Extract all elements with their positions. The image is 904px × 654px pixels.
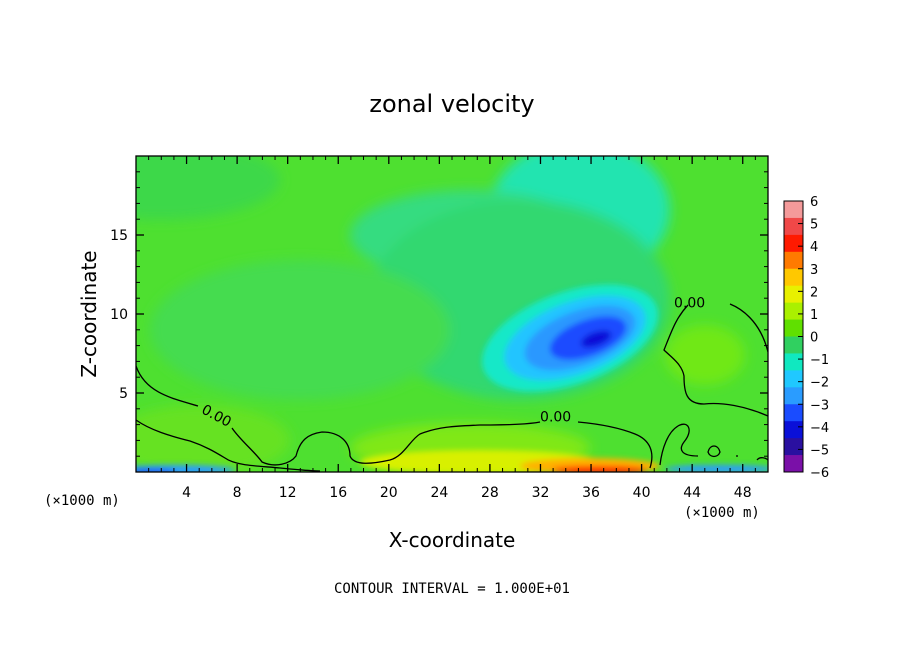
x-tick-label: 4 bbox=[182, 485, 191, 501]
x-axis-label: X-coordinate bbox=[389, 528, 516, 552]
x-tick-label: 16 bbox=[329, 485, 347, 501]
y-tick-label: 15 bbox=[110, 228, 128, 244]
chart-title: zonal velocity bbox=[369, 90, 534, 118]
colorbar-tick-label: −5 bbox=[810, 443, 829, 458]
contour-line bbox=[136, 365, 699, 469]
contour-interval-note: CONTOUR INTERVAL = 1.000E+01 bbox=[334, 581, 570, 597]
colorbar-swatch bbox=[784, 201, 803, 219]
velocity-field bbox=[136, 156, 768, 472]
colorbar-tick-label: 5 bbox=[810, 218, 818, 233]
colorbar-swatch bbox=[784, 455, 803, 473]
zero-contours bbox=[136, 303, 768, 472]
y-tick-label: 10 bbox=[110, 307, 128, 323]
colorbar-tick-label: −1 bbox=[810, 353, 829, 368]
colorbar-swatch bbox=[784, 438, 803, 456]
colorbar-tick-label: 2 bbox=[810, 285, 818, 300]
colorbar-tick-label: 1 bbox=[810, 308, 818, 323]
colorbar-swatch bbox=[784, 319, 803, 337]
colorbar-tick-label: −2 bbox=[810, 376, 829, 391]
x-tick-label: 44 bbox=[683, 485, 701, 501]
x-tick-label: 24 bbox=[430, 485, 448, 501]
y-axis-label: Z-coordinate bbox=[77, 250, 101, 377]
colorbar-tick-label: 3 bbox=[810, 263, 818, 278]
x-unit-right: (×1000 m) bbox=[684, 505, 760, 521]
x-tick-label: 32 bbox=[532, 485, 550, 501]
colorbar-swatch bbox=[784, 336, 803, 354]
colorbar-swatch bbox=[784, 404, 803, 422]
x-tick-label: 12 bbox=[279, 485, 297, 501]
colorbar-swatch bbox=[784, 251, 803, 270]
contour-label: 0.00 bbox=[540, 409, 571, 425]
contour-line bbox=[136, 419, 321, 472]
colorbar-tick-label: −3 bbox=[810, 398, 829, 413]
colorbar-swatch bbox=[784, 285, 803, 304]
colorbar-tick-label: −4 bbox=[810, 421, 829, 436]
colorbar-swatch bbox=[784, 302, 803, 321]
colorbar-tick-label: −6 bbox=[810, 466, 829, 481]
contour-label: 0.00 bbox=[674, 296, 705, 312]
colorbar: 6 5 4 3 2 1 0 −1 −2 −3 −4 −5 −6 bbox=[783, 195, 829, 481]
x-tick-label: 40 bbox=[633, 485, 651, 501]
contour-line bbox=[663, 303, 768, 417]
x-unit-left: (×1000 m) bbox=[44, 493, 120, 509]
x-tick-label: 48 bbox=[734, 485, 752, 501]
colorbar-swatch bbox=[784, 353, 803, 371]
colorbar-tick-label: 6 bbox=[810, 195, 818, 210]
x-tick-label: 36 bbox=[582, 485, 600, 501]
x-tick-label: 20 bbox=[380, 485, 398, 501]
y-tick-label: 5 bbox=[119, 386, 128, 402]
colorbar-swatch bbox=[784, 370, 803, 388]
x-tick-label: 28 bbox=[481, 485, 499, 501]
colorbar-swatch bbox=[784, 421, 803, 439]
colorbar-tick-label: 0 bbox=[810, 331, 818, 346]
colorbar-tick-label: 4 bbox=[810, 240, 818, 255]
x-tick-label: 8 bbox=[233, 485, 242, 501]
colorbar-swatch bbox=[784, 217, 803, 236]
colorbar-swatch bbox=[784, 268, 803, 287]
colorbar-swatch bbox=[784, 234, 803, 253]
colorbar-swatch bbox=[784, 387, 803, 405]
